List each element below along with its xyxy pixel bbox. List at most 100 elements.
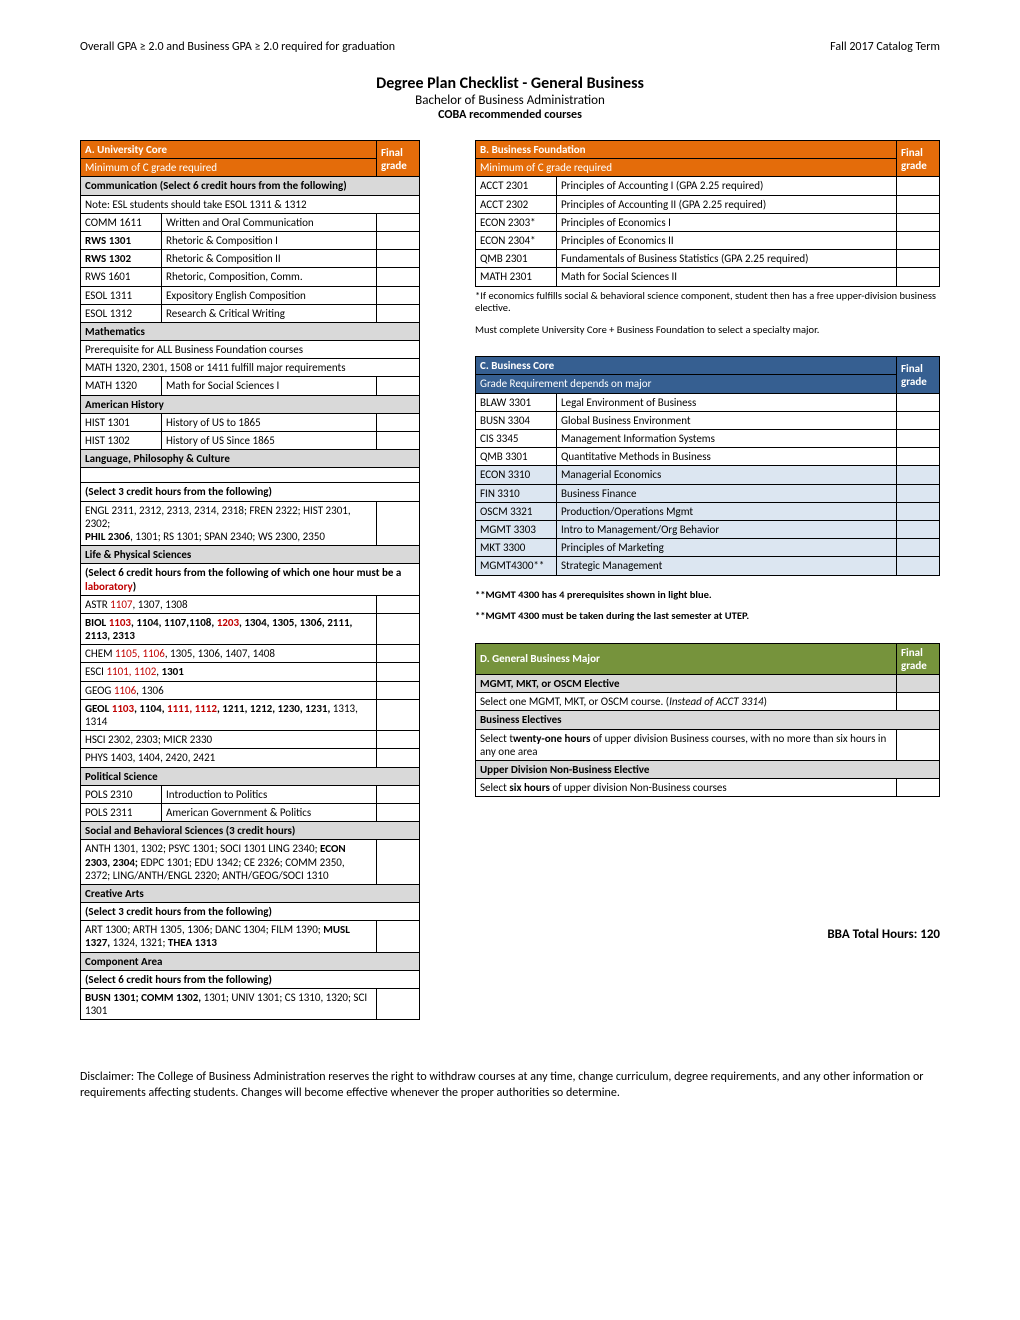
- grade-cell[interactable]: [897, 448, 940, 466]
- grade-cell[interactable]: [897, 430, 940, 448]
- grade-cell[interactable]: [897, 557, 940, 575]
- table-row: BUSN 1301; COMM 1302, 1301; UNIV 1301; C…: [81, 989, 420, 1020]
- grade-cell[interactable]: [897, 466, 940, 484]
- grade-cell[interactable]: [377, 268, 420, 286]
- course-code: ECON 3310: [476, 466, 557, 484]
- grade-cell[interactable]: [897, 250, 940, 268]
- course-code: ACCT 2301: [476, 177, 557, 195]
- grade-cell[interactable]: [377, 989, 420, 1020]
- course-name: Production/Operations Mgmt: [557, 502, 897, 520]
- course-code: CIS 3345: [476, 430, 557, 448]
- grade-cell[interactable]: [377, 699, 420, 730]
- grade-cell[interactable]: [377, 501, 420, 546]
- grade-cell[interactable]: [377, 785, 420, 803]
- table-row: BLAW 3301Legal Environment of Business: [476, 393, 940, 411]
- grade-cell[interactable]: [377, 377, 420, 395]
- section-b-note2: Must complete University Core + Business…: [475, 321, 940, 343]
- grade-cell[interactable]: [377, 432, 420, 450]
- lang-select: (Select 3 credit hours from the followin…: [81, 483, 420, 501]
- table-row: QMB 2301Fundamentals of Business Statist…: [476, 250, 940, 268]
- grade-cell[interactable]: [377, 595, 420, 613]
- grade-cell[interactable]: [897, 393, 940, 411]
- d-row1: MGMT, MKT, or OSCM Elective: [476, 675, 897, 693]
- course-name: Principles of Economics I: [557, 213, 897, 231]
- course-code: RWS 1601: [81, 268, 162, 286]
- page-subsubtitle: COBA recommended courses: [80, 108, 940, 122]
- course-name: Principles of Economics II: [557, 231, 897, 249]
- grade-cell[interactable]: [897, 520, 940, 538]
- course-name: Intro to Management/Org Behavior: [557, 520, 897, 538]
- section-c-table: C. Business Core Final grade Grade Requi…: [475, 356, 940, 575]
- grade-cell[interactable]: [377, 213, 420, 231]
- table-row: HIST 1301History of US to 1865: [81, 413, 420, 431]
- table-row: ANTH 1301, 1302; PSYC 1301; SOCI 1301 LI…: [81, 840, 420, 885]
- course-name: Strategic Management: [557, 557, 897, 575]
- grade-cell[interactable]: [377, 731, 420, 749]
- table-row: MATH 2301Math for Social Sciences II: [476, 268, 940, 286]
- grade-cell[interactable]: [377, 304, 420, 322]
- section-c-header: C. Business Core: [476, 357, 897, 375]
- table-row: HIST 1302History of US Since 1865: [81, 432, 420, 450]
- grade-cell[interactable]: [377, 840, 420, 885]
- table-row: GEOG 1106, 1306: [81, 681, 420, 699]
- math-header: Mathematics: [81, 322, 420, 340]
- grade-cell[interactable]: [897, 411, 940, 429]
- table-row: ART 1300; ARTH 1305, 1306; DANC 1304; FI…: [81, 921, 420, 952]
- table-row: Select six hours of upper division Non-B…: [476, 779, 940, 797]
- grade-cell[interactable]: [377, 645, 420, 663]
- course-code: MGMT4300**: [476, 557, 557, 575]
- course-name: Rhetoric, Composition, Comm.: [162, 268, 377, 286]
- grade-cell[interactable]: [377, 921, 420, 952]
- table-row: ESOL 1311Expository English Composition: [81, 286, 420, 304]
- grade-cell[interactable]: [897, 539, 940, 557]
- page-title: Degree Plan Checklist - General Business: [80, 74, 940, 93]
- comp-courses: BUSN 1301; COMM 1302, 1301; UNIV 1301; C…: [81, 989, 377, 1020]
- grade-cell[interactable]: [897, 779, 940, 797]
- grade-cell[interactable]: [897, 502, 940, 520]
- table-row: ECON 2303*Principles of Economics I: [476, 213, 940, 231]
- table-row: ACCT 2302Principles of Accounting II (GP…: [476, 195, 940, 213]
- grade-cell[interactable]: [897, 213, 940, 231]
- grade-cell[interactable]: [377, 613, 420, 644]
- grade-cell[interactable]: [897, 693, 940, 711]
- grade-cell[interactable]: [377, 663, 420, 681]
- grade-cell[interactable]: [377, 749, 420, 767]
- life-select: (Select 6 credit hours from the followin…: [81, 564, 420, 595]
- grade-cell[interactable]: [897, 268, 940, 286]
- comm-note: Note: ESL students should take ESOL 1311…: [81, 195, 420, 213]
- table-row: RWS 1302Rhetoric & Composition II: [81, 250, 420, 268]
- grade-cell[interactable]: [897, 231, 940, 249]
- grade-cell[interactable]: [377, 803, 420, 821]
- gpa-req: Overall GPA ≥ 2.0 and Business GPA ≥ 2.0…: [80, 40, 395, 54]
- course-name: Quantitative Methods in Business: [557, 448, 897, 466]
- grade-cell[interactable]: [377, 231, 420, 249]
- grade-cell[interactable]: [897, 177, 940, 195]
- table-row: ECON 2304*Principles of Economics II: [476, 231, 940, 249]
- grade-cell[interactable]: [377, 413, 420, 431]
- comp-select: (Select 6 credit hours from the followin…: [81, 970, 420, 988]
- grade-cell[interactable]: [377, 286, 420, 304]
- course-code: QMB 2301: [476, 250, 557, 268]
- grade-cell[interactable]: [377, 250, 420, 268]
- course-name: Business Finance: [557, 484, 897, 502]
- grade-cell[interactable]: [897, 195, 940, 213]
- comm-header: Communication (Select 6 credit hours fro…: [81, 177, 420, 195]
- life-course-list: BIOL 1103, 1104, 1107,1108, 1203, 1304, …: [81, 613, 377, 644]
- course-code: BLAW 3301: [476, 393, 557, 411]
- grade-cell[interactable]: [897, 729, 940, 760]
- section-b-header: B. Business Foundation: [476, 141, 897, 159]
- table-row: POLS 2311American Government & Politics: [81, 803, 420, 821]
- grade-cell[interactable]: [377, 681, 420, 699]
- table-row: FIN 3310Business Finance: [476, 484, 940, 502]
- section-a-subheader: Minimum of C grade required: [81, 159, 377, 177]
- course-name: Principles of Marketing: [557, 539, 897, 557]
- grade-cell[interactable]: [897, 675, 940, 693]
- table-row: MGMT 3303Intro to Management/Org Behavio…: [476, 520, 940, 538]
- table-row: OSCM 3321Production/Operations Mgmt: [476, 502, 940, 520]
- table-row: COMM 1611Written and Oral Communication: [81, 213, 420, 231]
- table-row: GEOL 1103, 1104, 1111, 1112, 1211, 1212,…: [81, 699, 420, 730]
- grade-cell[interactable]: [897, 484, 940, 502]
- course-name: Research & Critical Writing: [162, 304, 377, 322]
- d-row2: Business Electives: [476, 711, 940, 729]
- social-courses: ANTH 1301, 1302; PSYC 1301; SOCI 1301 LI…: [81, 840, 377, 885]
